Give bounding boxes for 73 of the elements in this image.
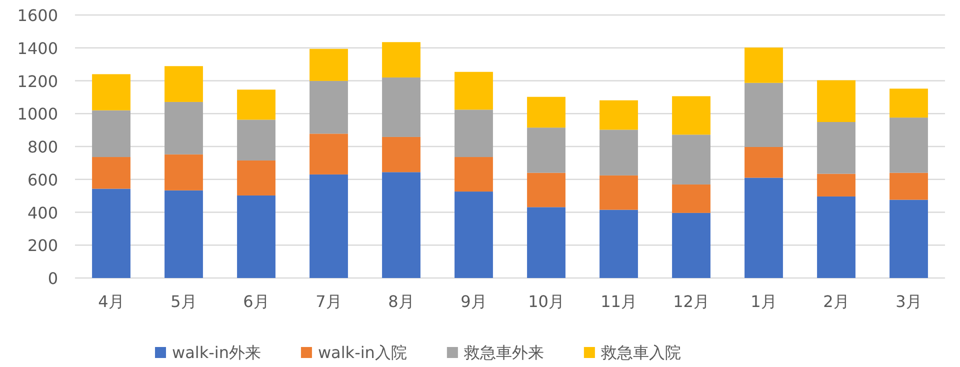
bar — [600, 210, 638, 278]
bar — [237, 90, 276, 120]
legend-label: walk-in入院 — [318, 343, 407, 362]
bar — [454, 157, 493, 192]
bar — [164, 102, 203, 154]
bar — [92, 74, 130, 110]
bar — [744, 178, 783, 278]
bar — [164, 66, 203, 102]
legend-label: walk-in外来 — [172, 343, 261, 362]
bar — [600, 175, 638, 210]
bar — [310, 174, 348, 278]
bar — [454, 192, 493, 278]
bar — [672, 184, 710, 213]
bar — [744, 82, 783, 147]
bar — [890, 172, 928, 200]
x-tick-label: 4月 — [98, 292, 124, 311]
bar — [164, 154, 203, 190]
bar — [600, 130, 638, 176]
x-tick-label: 1月 — [750, 292, 777, 311]
legend-label: 救急車外来 — [462, 343, 544, 362]
x-tick-label: 11月 — [600, 292, 637, 311]
y-tick-label: 400 — [27, 203, 58, 222]
bar — [92, 110, 130, 158]
bar — [817, 174, 856, 196]
y-tick-label: 0 — [48, 269, 58, 288]
bar — [454, 72, 493, 110]
bar — [744, 146, 783, 178]
bar — [817, 80, 856, 122]
y-tick-label: 1400 — [17, 38, 58, 58]
x-tick-label: 8月 — [388, 292, 414, 311]
bar — [454, 110, 493, 158]
bar — [527, 96, 566, 128]
bar — [237, 195, 276, 278]
y-tick-label: 1600 — [17, 6, 58, 25]
bar — [527, 172, 566, 208]
legend-label: 救急車入院 — [600, 343, 681, 362]
bar — [92, 188, 130, 278]
x-tick-label: 12月 — [673, 292, 710, 311]
bar — [600, 100, 638, 130]
bar — [310, 80, 348, 134]
x-tick-label: 10月 — [528, 292, 564, 311]
bar — [382, 42, 420, 78]
x-tick-label: 5月 — [170, 292, 197, 311]
bar — [310, 134, 348, 174]
bar — [744, 48, 783, 83]
y-tick-label: 1000 — [17, 104, 58, 124]
bar — [672, 134, 710, 184]
bar — [527, 128, 566, 173]
x-tick-label: 2月 — [823, 292, 850, 311]
bar — [672, 96, 710, 135]
x-tick-label: 3月 — [896, 292, 922, 311]
bar — [382, 136, 420, 172]
bar — [310, 48, 348, 81]
bar — [890, 200, 928, 278]
x-tick-label: 7月 — [316, 292, 342, 311]
bar — [92, 157, 130, 189]
bar — [382, 77, 420, 137]
bar — [382, 172, 420, 278]
x-tick-label: 9月 — [460, 292, 487, 311]
bar — [817, 122, 856, 174]
y-tick-label: 200 — [27, 236, 58, 256]
bar — [817, 196, 856, 278]
bar — [527, 207, 566, 278]
x-tick-label: 6月 — [243, 292, 270, 311]
bar — [237, 120, 276, 160]
y-tick-label: 800 — [27, 138, 58, 156]
bar — [672, 212, 710, 278]
y-tick-label: 600 — [27, 170, 58, 190]
bar — [890, 88, 928, 118]
y-tick-label: 1200 — [17, 72, 58, 91]
bar — [164, 190, 203, 278]
bar — [237, 160, 276, 196]
bar — [890, 118, 928, 173]
